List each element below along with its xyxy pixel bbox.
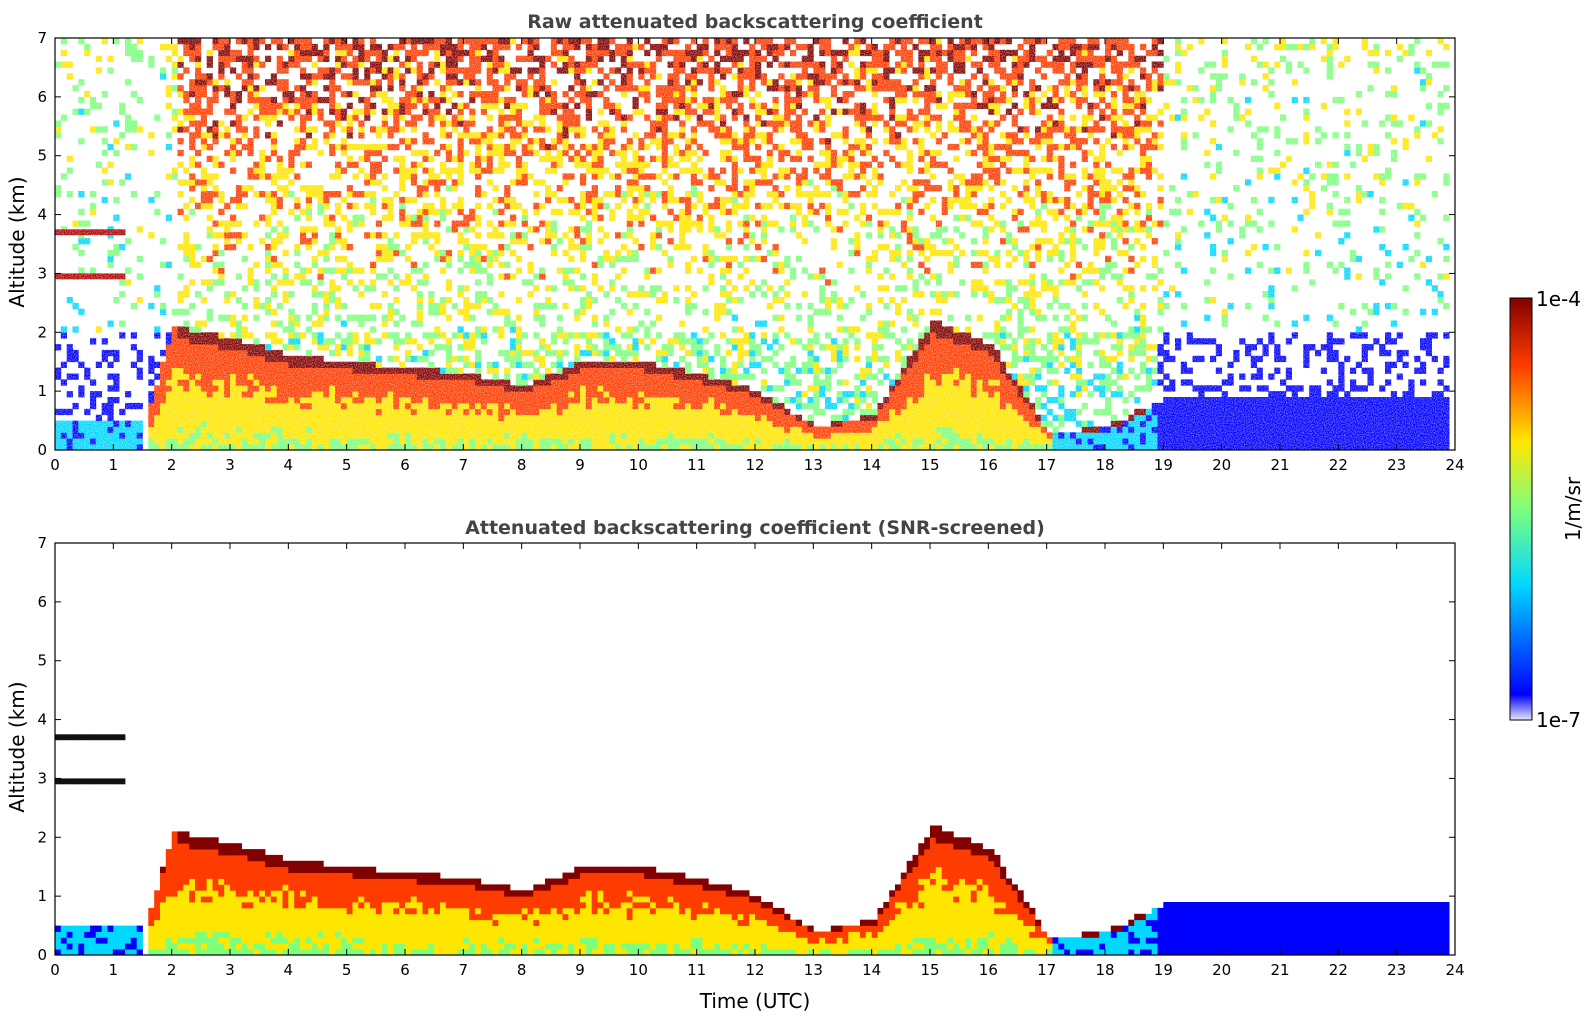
heatmap-area	[54, 37, 1456, 451]
raw-backscatter-panel: Raw attenuated backscattering coefficien…	[5, 11, 1465, 474]
panel-title: Raw attenuated backscattering coefficien…	[527, 11, 983, 33]
